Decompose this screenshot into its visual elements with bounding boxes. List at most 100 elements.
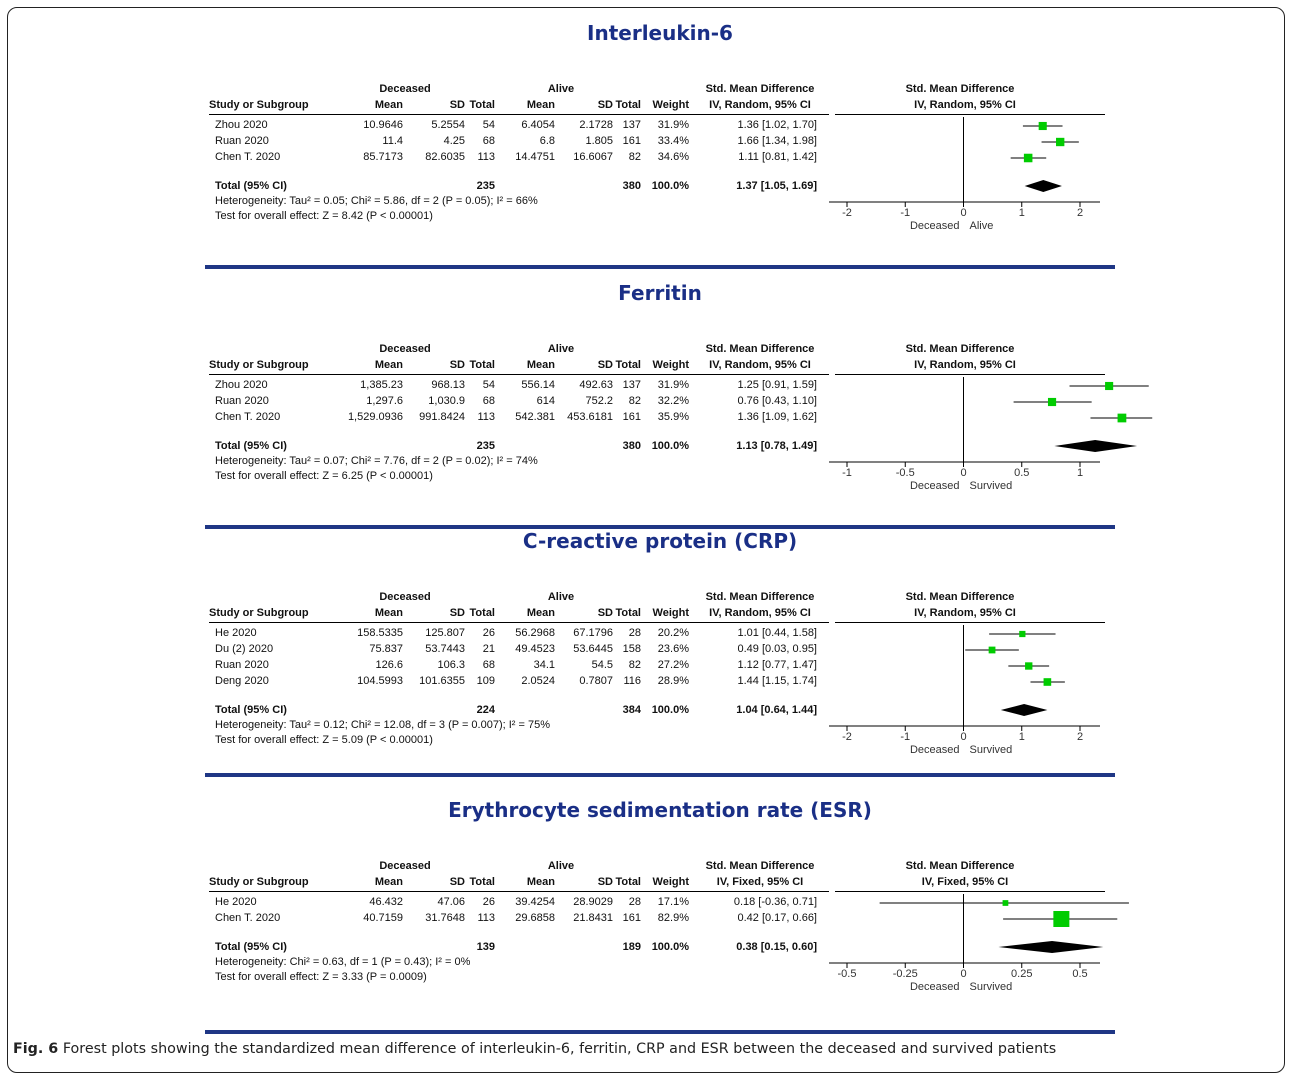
overall-effect-text: Test for overall effect: Z = 8.42 (P < 0…	[215, 210, 433, 222]
sd1-cell: 991.8424	[419, 411, 465, 423]
total-label: Total (95% CI)	[215, 941, 287, 953]
caption-label: Fig. 6	[13, 1041, 59, 1057]
forest-plot: -1 -0.5 0 0.5 1 Deceased Survived	[829, 377, 1153, 492]
total1-header: Total	[469, 99, 495, 111]
smd-header: Std. Mean Difference	[705, 343, 815, 355]
group1-header: Deceased	[379, 83, 431, 95]
ci-cell: 0.42 [0.17, 0.66]	[737, 912, 817, 924]
n2-cell: 161	[622, 135, 641, 147]
plot-header-rule	[835, 891, 1105, 892]
group1-header: Deceased	[379, 343, 431, 355]
study-point-marker	[1002, 900, 1009, 906]
weight-cell: 23.6%	[657, 643, 689, 655]
x-tick-label: -2	[842, 207, 852, 219]
forest-panel-2: Ferritin Deceased Alive Std. Mean Differenc…	[205, 281, 1153, 531]
n1-cell: 68	[482, 135, 495, 147]
total-label: Total (95% CI)	[215, 440, 287, 452]
x-tick-label: -1	[900, 207, 910, 219]
x-tick-label: 1	[1019, 731, 1025, 743]
sd2-cell: 0.7807	[579, 675, 613, 687]
mean1-cell: 158.5335	[357, 627, 403, 639]
n1-cell: 68	[482, 395, 495, 407]
study-name: Zhou 2020	[215, 379, 268, 391]
sd2-cell: 16.6067	[573, 151, 613, 163]
study-name: Chen T. 2020	[215, 151, 281, 163]
n2-cell: 82	[628, 659, 641, 671]
sd2-cell: 67.1796	[573, 627, 613, 639]
study-name: He 2020	[215, 896, 257, 908]
x-tick-label: 2	[1077, 731, 1083, 743]
total-weight: 100.0%	[651, 180, 689, 192]
sd1-cell: 106.3	[437, 659, 465, 671]
forest-plot: -2 -1 0 1 2 Deceased Survived	[829, 625, 1100, 756]
ci-cell: 1.36 [1.09, 1.62]	[737, 411, 817, 423]
sd1-cell: 5.2554	[431, 119, 465, 131]
total2-header: Total	[615, 876, 641, 888]
study-point-marker	[1105, 381, 1114, 391]
axis-left-label: Deceased	[910, 744, 960, 756]
total-n2: 380	[622, 180, 641, 192]
weight-cell: 32.2%	[657, 395, 689, 407]
axis-right-label: Alive	[970, 220, 994, 232]
n1-cell: 21	[482, 643, 495, 655]
mean1-cell: 1,297.6	[366, 395, 403, 407]
sd1-cell: 31.7648	[425, 912, 465, 924]
axis-left-label: Deceased	[910, 220, 960, 232]
sd1-header: SD	[449, 359, 465, 371]
method-header: IV, Random, 95% CI	[709, 99, 811, 111]
forest-plot: -0.5 -0.25 0 0.25 0.5 Deceased Survived	[829, 894, 1129, 993]
smd-plot-header: Std. Mean Difference	[905, 343, 1015, 355]
sd1-cell: 125.807	[425, 627, 465, 639]
section-divider	[205, 1030, 1115, 1034]
total-label: Total (95% CI)	[215, 180, 287, 192]
n1-cell: 26	[482, 627, 495, 639]
n1-cell: 54	[482, 119, 495, 131]
x-tick-label: 0	[960, 731, 966, 743]
ci-cell: 1.36 [1.02, 1.70]	[737, 119, 817, 131]
ci-cell: 1.66 [1.34, 1.98]	[737, 135, 817, 147]
total-weight: 100.0%	[651, 941, 689, 953]
total-n1: 235	[476, 180, 495, 192]
group2-header: Alive	[547, 860, 575, 872]
mean1-cell: 10.9646	[363, 119, 403, 131]
mean2-cell: 6.8	[539, 135, 555, 147]
sd2-cell: 21.8431	[573, 912, 613, 924]
panel-title: Ferritin	[618, 281, 702, 305]
sd1-cell: 101.6355	[419, 675, 465, 687]
n1-cell: 113	[477, 411, 495, 423]
sd1-cell: 1,030.9	[428, 395, 465, 407]
total-n1: 224	[476, 704, 495, 716]
smd-plot-header: Std. Mean Difference	[905, 860, 1015, 872]
ci-cell: 1.01 [0.44, 1.58]	[737, 627, 817, 639]
axis-right-label: Survived	[970, 744, 1013, 756]
n1-cell: 68	[482, 659, 495, 671]
caption-text: Forest plots showing the standardized me…	[62, 1041, 1057, 1057]
mean1-cell: 40.7159	[363, 912, 403, 924]
mean2-cell: 614	[536, 395, 555, 407]
study-header: Study or Subgroup	[209, 99, 309, 111]
total-n2: 189	[622, 941, 641, 953]
mean1-cell: 46.432	[369, 896, 403, 908]
panel-title: Erythrocyte sedimentation rate (ESR)	[448, 798, 872, 822]
method-header: IV, Fixed, 95% CI	[716, 876, 804, 888]
sd2-cell: 53.6445	[573, 643, 613, 655]
mean1-cell: 85.7173	[363, 151, 403, 163]
mean2-header: Mean	[526, 607, 555, 619]
n2-cell: 137	[622, 379, 641, 391]
mean2-cell: 6.4054	[521, 119, 555, 131]
weight-cell: 31.9%	[657, 119, 689, 131]
smd-header: Std. Mean Difference	[705, 860, 815, 872]
n2-cell: 137	[622, 119, 641, 131]
group2-header: Alive	[547, 591, 575, 603]
weight-cell: 35.9%	[657, 411, 689, 423]
group1-header: Deceased	[379, 860, 431, 872]
x-tick-label: -0.5	[896, 467, 915, 479]
total2-header: Total	[615, 607, 641, 619]
heterogeneity-text: Heterogeneity: Tau² = 0.05; Chi² = 5.86,…	[215, 195, 538, 207]
x-tick-label: -2	[842, 731, 852, 743]
weight-header: Weight	[652, 359, 689, 371]
method-plot-header: IV, Fixed, 95% CI	[921, 876, 1009, 888]
n2-cell: 28	[628, 627, 641, 639]
ci-cell: 1.11 [0.81, 1.42]	[738, 151, 817, 163]
smd-plot-header: Std. Mean Difference	[905, 83, 1015, 95]
